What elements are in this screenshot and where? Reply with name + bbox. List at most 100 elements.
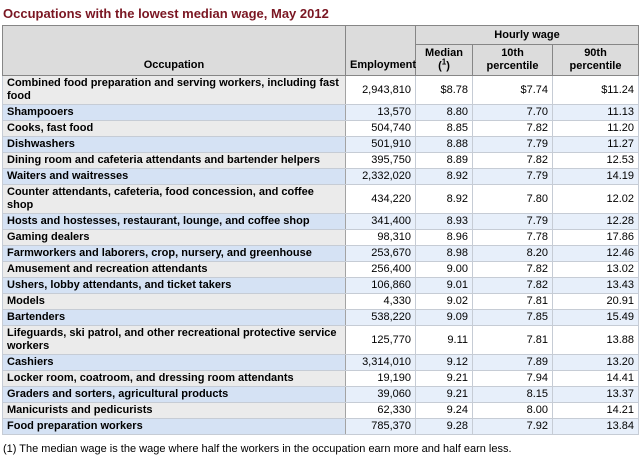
p10-wage-cell: 7.78 <box>472 229 553 246</box>
occupation-cell: Amusement and recreation attendants <box>2 261 346 278</box>
occupation-cell: Manicurists and pedicurists <box>2 402 346 419</box>
occupation-cell: Cashiers <box>2 354 346 371</box>
column-header-occupation: Occupation <box>2 25 346 76</box>
median-wage-cell: 8.88 <box>415 136 473 153</box>
occupation-cell: Counter attendants, cafeteria, food conc… <box>2 184 346 214</box>
median-wage-cell: 8.89 <box>415 152 473 169</box>
median-wage-cell: 9.11 <box>415 325 473 355</box>
p10-wage-cell: 7.81 <box>472 293 553 310</box>
p10-wage-cell: 7.80 <box>472 184 553 214</box>
employment-cell: 504,740 <box>345 120 416 137</box>
employment-cell: 434,220 <box>345 184 416 214</box>
column-header-10th-percentile: 10th percentile <box>472 44 553 76</box>
p10-wage-cell: 7.82 <box>472 277 553 294</box>
table-row: Hosts and hostesses, restaurant, lounge,… <box>2 213 640 230</box>
table-row: Manicurists and pedicurists 62,330 9.24 … <box>2 402 640 419</box>
p90-wage-cell: 13.84 <box>551 418 640 435</box>
table-row: Lifeguards, ski patrol, and other recrea… <box>2 325 640 355</box>
employment-cell: 39,060 <box>345 386 416 403</box>
p90-wage-cell: 11.13 <box>551 104 640 121</box>
occupation-cell: Bartenders <box>2 309 346 326</box>
occupation-cell: Models <box>2 293 346 310</box>
column-header-median: Median (1) <box>415 44 473 76</box>
p10-wage-cell: 8.20 <box>472 245 553 262</box>
table-row: Amusement and recreation attendants 256,… <box>2 261 640 278</box>
p90-wage-cell: 14.19 <box>551 168 640 185</box>
median-wage-cell: 9.02 <box>415 293 473 310</box>
p10-wage-cell: 7.79 <box>472 168 553 185</box>
employment-cell: 253,670 <box>345 245 416 262</box>
p90-wage-cell: 13.43 <box>551 277 640 294</box>
p90-wage-cell: 20.91 <box>551 293 640 310</box>
employment-cell: 2,943,810 <box>345 75 416 105</box>
occupation-cell: Dining room and cafeteria attendants and… <box>2 152 346 169</box>
employment-cell: 98,310 <box>345 229 416 246</box>
median-wage-cell: 8.96 <box>415 229 473 246</box>
employment-cell: 106,860 <box>345 277 416 294</box>
employment-cell: 395,750 <box>345 152 416 169</box>
p10-wage-cell: 7.79 <box>472 136 553 153</box>
occupation-cell: Ushers, lobby attendants, and ticket tak… <box>2 277 346 294</box>
median-label: Median <box>425 47 463 59</box>
table-row: Combined food preparation and serving wo… <box>2 75 640 105</box>
occupation-cell: Shampooers <box>2 104 346 121</box>
median-footnote-ref: (1) <box>438 57 450 72</box>
employment-cell: 2,332,020 <box>345 168 416 185</box>
page-title: Occupations with the lowest median wage,… <box>3 6 329 21</box>
column-header-employment: Employment <box>345 25 416 76</box>
occupation-cell: Locker room, coatroom, and dressing room… <box>2 370 346 387</box>
table-row: Ushers, lobby attendants, and ticket tak… <box>2 277 640 294</box>
table-row: Dining room and cafeteria attendants and… <box>2 152 640 169</box>
table-row: Waiters and waitresses 2,332,020 8.92 7.… <box>2 168 640 185</box>
p10-wage-cell: 7.89 <box>472 354 553 371</box>
occupation-cell: Gaming dealers <box>2 229 346 246</box>
column-header-90th-percentile: 90th percentile <box>551 44 640 76</box>
occupation-cell: Dishwashers <box>2 136 346 153</box>
median-wage-cell: 9.21 <box>415 386 473 403</box>
table-row: Models 4,330 9.02 7.81 20.91 <box>2 293 640 310</box>
p90-wage-cell: 13.20 <box>551 354 640 371</box>
occupation-cell: Combined food preparation and serving wo… <box>2 75 346 105</box>
p10-wage-cell: 7.94 <box>472 370 553 387</box>
median-wage-cell: 8.93 <box>415 213 473 230</box>
p90-wage-cell: 12.28 <box>551 213 640 230</box>
p90-wage-cell: 17.86 <box>551 229 640 246</box>
table-body: Combined food preparation and serving wo… <box>2 75 640 435</box>
footnote-superscript: 1 <box>441 57 447 67</box>
median-wage-cell: 9.24 <box>415 402 473 419</box>
employment-cell: 13,570 <box>345 104 416 121</box>
median-wage-cell: 8.80 <box>415 104 473 121</box>
occupation-cell: Waiters and waitresses <box>2 168 346 185</box>
p90-wage-cell: 13.02 <box>551 261 640 278</box>
p90-wage-cell: 12.46 <box>551 245 640 262</box>
table-row: Locker room, coatroom, and dressing room… <box>2 370 640 387</box>
median-wage-cell: 8.92 <box>415 168 473 185</box>
p10-wage-cell: 7.82 <box>472 120 553 137</box>
median-wage-cell: 9.00 <box>415 261 473 278</box>
wage-table: Occupation Employment Hourly wage Median… <box>2 25 640 435</box>
p10-wage-cell: 8.00 <box>472 402 553 419</box>
p90-wage-cell: 13.37 <box>551 386 640 403</box>
p10-wage-cell: 7.79 <box>472 213 553 230</box>
employment-cell: 19,190 <box>345 370 416 387</box>
p90-wage-cell: 11.20 <box>551 120 640 137</box>
median-wage-cell: 9.09 <box>415 309 473 326</box>
employment-cell: 501,910 <box>345 136 416 153</box>
p10-wage-cell: 7.70 <box>472 104 553 121</box>
table-footnote: (1) The median wage is the wage where ha… <box>3 443 512 455</box>
table-row: Cashiers 3,314,010 9.12 7.89 13.20 <box>2 354 640 371</box>
employment-cell: 538,220 <box>345 309 416 326</box>
p90-wage-cell: 14.21 <box>551 402 640 419</box>
median-wage-cell: 9.21 <box>415 370 473 387</box>
p90-wage-cell: 14.41 <box>551 370 640 387</box>
occupation-cell: Hosts and hostesses, restaurant, lounge,… <box>2 213 346 230</box>
p90-wage-cell: 12.53 <box>551 152 640 169</box>
column-group-header-hourly-wage: Hourly wage <box>414 25 640 45</box>
p90-wage-cell: 15.49 <box>551 309 640 326</box>
occupation-cell: Graders and sorters, agricultural produc… <box>2 386 346 403</box>
p10-wage-cell: 7.85 <box>472 309 553 326</box>
p10-wage-cell: 7.81 <box>472 325 553 355</box>
table-row: Shampooers 13,570 8.80 7.70 11.13 <box>2 104 640 121</box>
table-row: Food preparation workers 785,370 9.28 7.… <box>2 418 640 435</box>
